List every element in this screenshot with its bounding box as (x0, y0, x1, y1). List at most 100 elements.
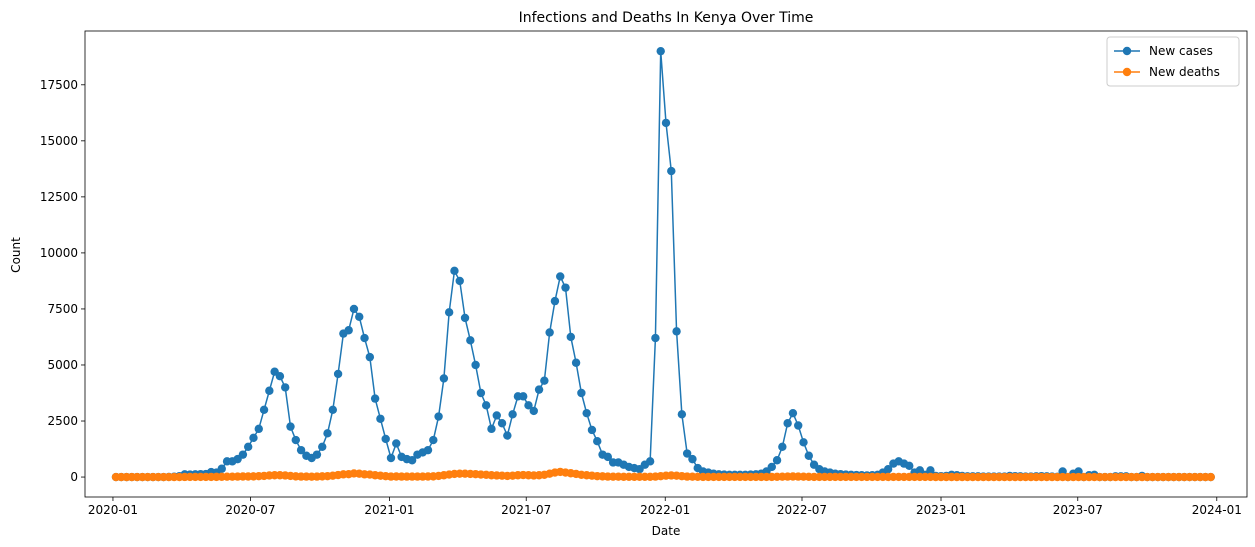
data-point (487, 424, 496, 434)
data-point (587, 425, 597, 435)
data-point (466, 336, 475, 345)
data-point (661, 118, 671, 128)
data-point (492, 411, 501, 420)
data-point (328, 405, 338, 415)
data-point (794, 421, 803, 430)
y-tick-label: 17500 (40, 78, 78, 92)
data-point (577, 388, 586, 398)
y-tick-label: 12500 (40, 190, 78, 204)
y-tick-label: 2500 (47, 414, 78, 428)
data-point (593, 436, 602, 446)
legend-item: New cases (1114, 44, 1213, 58)
data-point (439, 374, 449, 383)
data-point (571, 358, 581, 367)
data-point (455, 276, 464, 286)
y-tick-label: 15000 (40, 134, 78, 148)
x-tick-label: 2021-07 (501, 503, 551, 517)
data-point (392, 439, 401, 448)
data-point (376, 414, 385, 423)
data-point (566, 332, 575, 342)
data-point (508, 410, 517, 419)
data-point (318, 442, 327, 451)
data-point (804, 451, 813, 460)
data-point (667, 166, 676, 176)
data-point (254, 424, 263, 434)
data-point (249, 433, 258, 443)
y-axis-label: Count (9, 237, 23, 273)
data-point (344, 326, 353, 335)
x-tick-label: 2023-01 (916, 503, 966, 517)
data-point (365, 352, 375, 362)
data-point (926, 466, 935, 475)
data-point (524, 401, 533, 410)
data-point (434, 412, 443, 421)
data-point (772, 456, 782, 465)
data-point (450, 266, 459, 276)
series-2 (111, 467, 1215, 482)
data-point (503, 431, 512, 440)
data-point (481, 401, 491, 410)
data-point (460, 313, 470, 323)
data-point (238, 450, 248, 459)
data-point (355, 312, 364, 321)
x-tick-label: 2023-07 (1053, 503, 1103, 517)
data-point (783, 419, 792, 428)
data-point (561, 283, 570, 292)
data-point (265, 386, 274, 395)
data-point (281, 383, 290, 392)
data-point (529, 406, 538, 416)
axes: 2020-01 2020-07 2021-01 2021-07 2022-01 2022-… (40, 30, 1248, 517)
data-point (243, 442, 253, 451)
data-point (682, 449, 692, 458)
data-point (444, 308, 454, 317)
x-tick-label: 2020-01 (88, 503, 138, 517)
legend-item: New deaths (1114, 65, 1220, 79)
data-point (217, 464, 226, 473)
y-tick-label: 7500 (47, 302, 78, 316)
data-point (534, 385, 544, 394)
x-tick-label: 2021-01 (364, 503, 414, 517)
data-point (656, 46, 665, 56)
data-point (519, 392, 528, 401)
data-point (275, 371, 285, 381)
data-point (497, 419, 507, 428)
data-point (471, 360, 480, 370)
data-point (540, 376, 549, 385)
data-point (296, 445, 306, 455)
data-point (905, 461, 914, 471)
data-point (672, 327, 681, 336)
data-point (349, 304, 359, 314)
x-tick-label: 2024-01 (1192, 503, 1242, 517)
data-point (883, 465, 893, 474)
legend-label: New deaths (1149, 65, 1220, 79)
data-point (312, 450, 322, 459)
data-point (381, 434, 390, 444)
data-point (799, 438, 808, 447)
plot-area (111, 46, 1215, 482)
data-point (550, 296, 560, 306)
y-tick-label: 5000 (47, 358, 78, 372)
y-tick-label: 0 (70, 470, 78, 484)
data-point (370, 394, 380, 403)
data-point (767, 462, 776, 472)
data-point (333, 369, 343, 379)
data-point (360, 333, 369, 343)
y-tick-label: 10000 (40, 246, 78, 260)
chart-title: Infections and Deaths In Kenya Over Time (519, 10, 814, 26)
data-point (323, 429, 332, 438)
legend-label: New cases (1149, 44, 1213, 58)
legend: New cases New deaths (1106, 36, 1240, 87)
x-tick-label: 2022-01 (640, 503, 690, 517)
x-tick-label: 2022-07 (777, 503, 827, 517)
data-point (1206, 472, 1215, 482)
x-tick-label: 2020-07 (225, 503, 275, 517)
data-point (677, 410, 687, 419)
series-line (115, 50, 1211, 478)
data-point (259, 405, 269, 415)
series-1 (111, 46, 1215, 482)
data-point (556, 272, 565, 281)
x-axis-label: Date (652, 524, 681, 538)
data-point (645, 457, 655, 466)
data-point (688, 454, 697, 464)
